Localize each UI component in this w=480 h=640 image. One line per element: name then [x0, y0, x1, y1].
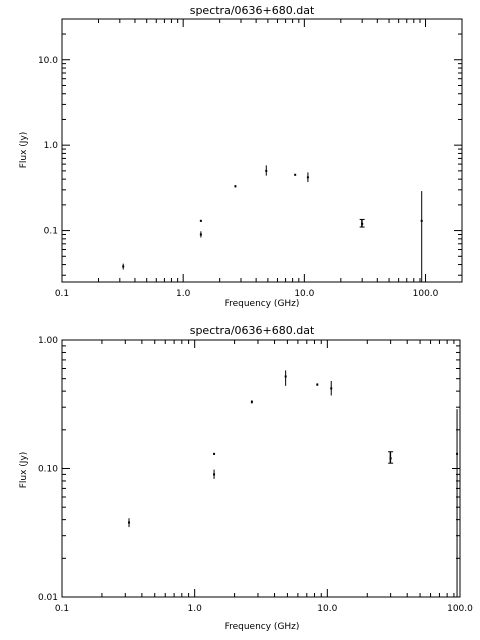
- data-point: [213, 469, 216, 479]
- data-point: [359, 218, 365, 228]
- x-tick-label: 1.0: [176, 289, 191, 299]
- x-tick-label: 10.0: [317, 604, 337, 614]
- bottom-tick-labels: 0.1 1.0 10.0 100.0 0.01 0.10 1.00: [38, 336, 473, 614]
- y-tick-label: 1.0: [44, 141, 59, 151]
- bottom-x-axis-label: Frequency (GHz): [225, 622, 300, 632]
- point-marker: [128, 521, 131, 524]
- y-tick-label: 0.1: [44, 227, 58, 237]
- point-marker: [122, 265, 125, 268]
- top-chart-title: spectra/0636+680.dat: [190, 4, 315, 17]
- top-ticks: [61, 18, 463, 282]
- point-marker: [294, 173, 297, 176]
- bottom-panel: spectra/0636+680.dat Frequency (GHz) Flu…: [19, 324, 473, 632]
- top-data-points: [122, 165, 423, 282]
- point-marker: [213, 452, 216, 455]
- point-marker: [213, 473, 216, 476]
- data-point: [284, 370, 287, 386]
- point-marker: [199, 233, 202, 236]
- data-point: [294, 173, 297, 176]
- x-tick-label: 0.1: [55, 604, 69, 614]
- point-marker: [420, 219, 423, 222]
- point-marker: [456, 452, 459, 455]
- data-point: [306, 172, 309, 183]
- bottom-y-axis-label: Flux (Jy): [19, 452, 29, 489]
- data-point: [122, 263, 125, 270]
- bottom-data-points: [128, 370, 459, 597]
- point-marker: [234, 185, 237, 188]
- bottom-ticks: [61, 339, 461, 598]
- point-marker: [250, 400, 253, 403]
- x-tick-label: 1.0: [188, 604, 203, 614]
- data-point: [316, 383, 319, 386]
- data-point: [199, 231, 202, 238]
- point-marker: [330, 387, 333, 390]
- point-marker: [199, 219, 202, 222]
- bottom-chart-title: spectra/0636+680.dat: [190, 324, 315, 337]
- data-point: [128, 518, 131, 528]
- top-plot-frame: [61, 18, 463, 283]
- data-point: [330, 380, 333, 396]
- data-point: [420, 191, 423, 282]
- top-y-axis-label: Flux (Jy): [19, 132, 29, 169]
- x-tick-label: 100.0: [413, 289, 439, 299]
- point-marker: [284, 375, 287, 378]
- data-point: [388, 451, 394, 464]
- top-panel: spectra/0636+680.dat Frequency (GHz) Flu…: [19, 4, 463, 309]
- data-point: [250, 400, 253, 404]
- point-marker: [316, 383, 319, 386]
- data-point: [213, 452, 216, 455]
- x-tick-label: 100.0: [447, 604, 473, 614]
- data-point: [456, 409, 459, 597]
- point-marker: [265, 169, 268, 172]
- top-x-axis-label: Frequency (GHz): [225, 299, 300, 309]
- y-tick-label: 0.01: [38, 593, 58, 603]
- top-tick-labels: 0.1 1.0 10.0 100.0 0.1 1.0 10.0: [38, 56, 439, 299]
- x-tick-label: 0.1: [55, 289, 69, 299]
- y-tick-label: 10.0: [38, 56, 58, 66]
- y-tick-label: 1.00: [38, 336, 58, 346]
- data-point: [234, 185, 237, 188]
- data-point: [265, 165, 268, 176]
- y-tick-label: 0.10: [38, 465, 58, 475]
- data-point: [199, 219, 202, 222]
- x-tick-label: 10.0: [294, 289, 314, 299]
- point-marker: [306, 176, 309, 179]
